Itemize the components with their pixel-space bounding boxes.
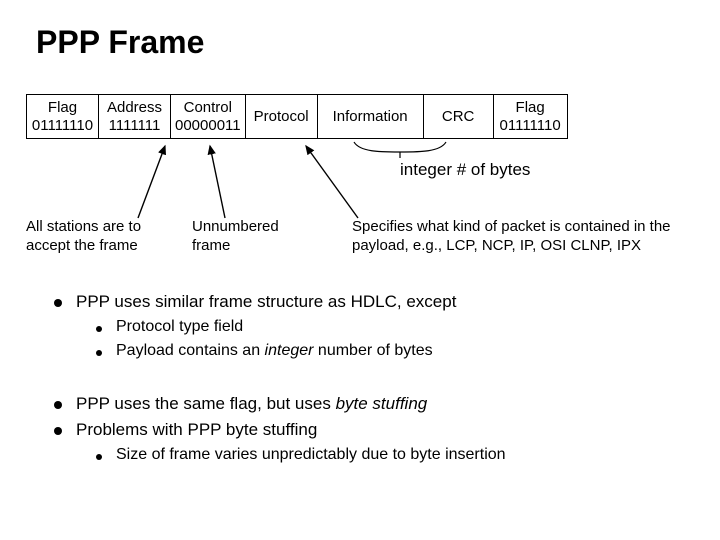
text-italic: byte stuffing	[336, 394, 428, 413]
bullet-text: PPP uses similar frame structure as HDLC…	[76, 292, 694, 312]
list-item: Payload contains an integer number of by…	[96, 342, 694, 360]
cell-label: Flag	[31, 99, 94, 117]
text-prefix: Payload contains an	[116, 342, 265, 359]
arrow-line	[306, 146, 358, 218]
cell-crc: CRC	[423, 95, 493, 139]
bullet-group-1: PPP uses similar frame structure as HDLC…	[54, 292, 694, 366]
page-title: PPP Frame	[36, 24, 204, 61]
bullet-text: Protocol type field	[116, 318, 694, 336]
text-prefix: PPP uses the same flag, but uses	[76, 394, 336, 413]
bullet-group-2: PPP uses the same flag, but uses byte st…	[54, 394, 694, 470]
frame-table: Flag 01111110 Address 1111111 Control 00…	[26, 94, 568, 139]
note-protocol: Specifies what kind of packet is contain…	[352, 218, 702, 256]
cell-label: Protocol	[250, 108, 313, 126]
list-item: Problems with PPP byte stuffing	[54, 420, 694, 440]
cell-information: Information	[317, 95, 423, 139]
cell-label: Address	[103, 99, 166, 117]
text-italic: integer	[265, 342, 314, 359]
cell-value: 01111110	[31, 117, 94, 135]
bullet-text: Problems with PPP byte stuffing	[76, 420, 694, 440]
bullet-text: PPP uses the same flag, but uses byte st…	[76, 394, 694, 414]
cell-value: 01111110	[498, 117, 563, 135]
bullet-icon	[54, 299, 62, 307]
arrow-line	[138, 146, 165, 218]
list-item: Size of frame varies unpredictably due t…	[96, 446, 694, 464]
bullet-icon	[96, 350, 102, 356]
cell-label: CRC	[428, 108, 489, 126]
brace-label: integer # of bytes	[400, 160, 530, 180]
note-control: Unnumberedframe	[192, 218, 312, 256]
list-item: PPP uses similar frame structure as HDLC…	[54, 292, 694, 312]
cell-flag-start: Flag 01111110	[27, 95, 99, 139]
bullet-text: Payload contains an integer number of by…	[116, 342, 694, 360]
cell-control: Control 00000011	[171, 95, 246, 139]
text-suffix: number of bytes	[313, 342, 432, 359]
cell-value: 00000011	[175, 117, 241, 135]
note-address: All stations are toaccept the frame	[26, 218, 186, 256]
list-item: Protocol type field	[96, 318, 694, 336]
cell-label: Information	[322, 108, 419, 126]
list-item: PPP uses the same flag, but uses byte st…	[54, 394, 694, 414]
cell-label: Control	[175, 99, 241, 117]
bullet-icon	[96, 326, 102, 332]
cell-value: 1111111	[103, 117, 166, 135]
cell-address: Address 1111111	[99, 95, 171, 139]
cell-label: Flag	[498, 99, 563, 117]
brace-curve	[354, 142, 446, 152]
bullet-icon	[96, 454, 102, 460]
bullet-icon	[54, 427, 62, 435]
bullet-text: Size of frame varies unpredictably due t…	[116, 446, 694, 464]
bullet-icon	[54, 401, 62, 409]
cell-protocol: Protocol	[245, 95, 317, 139]
cell-flag-end: Flag 01111110	[493, 95, 567, 139]
arrow-line	[210, 146, 225, 218]
